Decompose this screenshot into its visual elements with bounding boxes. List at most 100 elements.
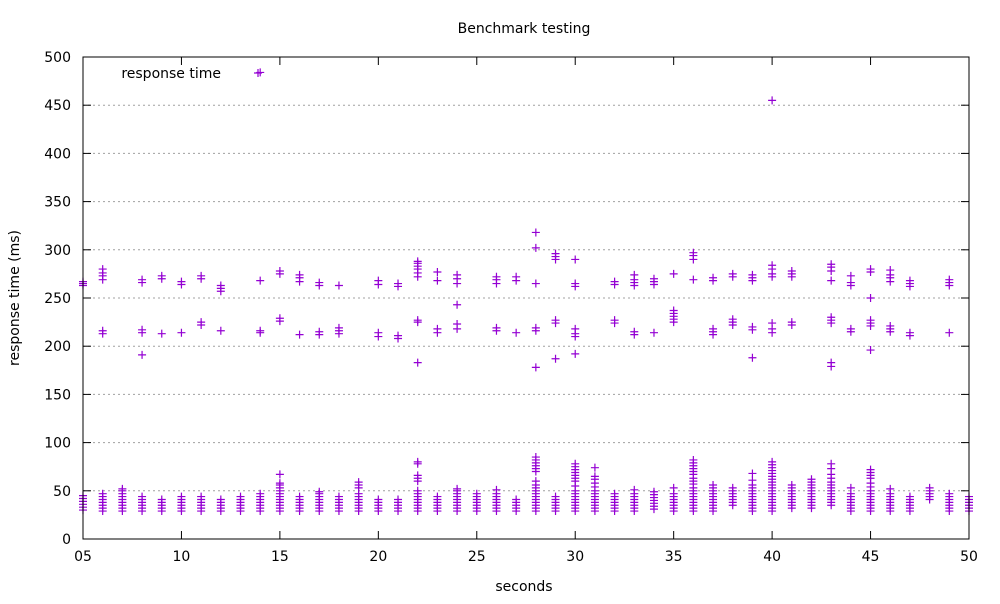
data-point bbox=[787, 318, 796, 327]
data-point bbox=[177, 328, 186, 337]
data-point bbox=[295, 492, 304, 501]
data-point bbox=[709, 481, 718, 490]
data-point bbox=[492, 323, 501, 332]
x-axis-label: seconds bbox=[495, 579, 552, 595]
data-point bbox=[905, 492, 914, 501]
data-point bbox=[275, 267, 284, 276]
data-point bbox=[413, 257, 422, 266]
data-point bbox=[866, 465, 875, 474]
data-point bbox=[827, 358, 836, 367]
data-point bbox=[866, 265, 875, 274]
y-tick-label: 150 bbox=[44, 387, 71, 403]
data-point bbox=[905, 328, 914, 337]
x-tick-label: 30 bbox=[566, 549, 584, 565]
data-point bbox=[413, 486, 422, 495]
data-point bbox=[98, 489, 107, 498]
data-point bbox=[512, 328, 521, 337]
data-point bbox=[866, 294, 875, 302]
data-point bbox=[709, 273, 718, 282]
data-point bbox=[354, 478, 363, 487]
data-point bbox=[413, 471, 422, 480]
data-point bbox=[630, 485, 639, 494]
data-point bbox=[846, 271, 855, 280]
data-point bbox=[334, 492, 343, 501]
data-point bbox=[689, 455, 698, 464]
data-point bbox=[846, 483, 855, 492]
data-point bbox=[394, 331, 403, 340]
data-point bbox=[610, 277, 619, 286]
data-point bbox=[197, 318, 206, 327]
data-point bbox=[472, 489, 481, 498]
data-point bbox=[394, 495, 403, 504]
data-point bbox=[886, 266, 895, 275]
data-point bbox=[216, 495, 225, 504]
data-point bbox=[157, 495, 166, 504]
data-point bbox=[275, 314, 284, 323]
data-point bbox=[787, 267, 796, 276]
data-point bbox=[433, 492, 442, 501]
data-point bbox=[315, 278, 324, 287]
data-point bbox=[453, 300, 462, 309]
data-point bbox=[177, 492, 186, 501]
data-point bbox=[748, 469, 757, 478]
data-point bbox=[630, 270, 639, 279]
y-tick-label: 100 bbox=[44, 436, 71, 452]
data-point bbox=[827, 260, 836, 269]
data-point bbox=[846, 278, 855, 287]
y-tick-label: 400 bbox=[44, 146, 71, 162]
data-point bbox=[905, 276, 914, 285]
data-point bbox=[256, 276, 265, 285]
data-point bbox=[531, 323, 540, 332]
grid-lines bbox=[83, 104, 969, 492]
data-point bbox=[590, 472, 599, 481]
y-tick-label: 350 bbox=[44, 195, 71, 211]
data-point bbox=[216, 326, 225, 335]
y-tick-label: 300 bbox=[44, 243, 71, 259]
data-point bbox=[138, 275, 147, 284]
x-tick-label: 10 bbox=[173, 549, 191, 565]
data-point bbox=[531, 453, 540, 462]
data-point bbox=[531, 477, 540, 486]
data-point bbox=[768, 457, 777, 466]
data-point bbox=[827, 276, 836, 285]
data-point bbox=[886, 321, 895, 330]
data-point bbox=[453, 320, 462, 329]
data-point bbox=[531, 363, 540, 372]
x-tick-label: 45 bbox=[862, 549, 880, 565]
data-point bbox=[394, 279, 403, 288]
data-point bbox=[827, 313, 836, 322]
data-point bbox=[275, 479, 284, 488]
data-point bbox=[827, 459, 836, 468]
data-point bbox=[748, 353, 757, 362]
data-point bbox=[98, 326, 107, 335]
data-point bbox=[925, 483, 934, 492]
data-point bbox=[649, 274, 658, 283]
data-point bbox=[295, 270, 304, 279]
data-point bbox=[768, 319, 777, 328]
data-point bbox=[413, 316, 422, 325]
y-tick-label: 500 bbox=[44, 50, 71, 66]
data-point bbox=[709, 324, 718, 333]
data-point bbox=[138, 325, 147, 334]
data-point bbox=[374, 328, 383, 337]
data-point bbox=[768, 96, 777, 105]
data-point bbox=[945, 275, 954, 284]
data-point bbox=[433, 267, 442, 276]
data-point bbox=[551, 249, 560, 258]
plot-frame bbox=[82, 56, 970, 540]
data-point bbox=[748, 476, 757, 485]
data-point bbox=[315, 327, 324, 336]
data-point bbox=[649, 328, 658, 337]
legend-marker-plus bbox=[254, 69, 262, 77]
data-point bbox=[886, 484, 895, 493]
data-point bbox=[728, 483, 737, 492]
data-point bbox=[531, 228, 540, 237]
data-point bbox=[138, 492, 147, 501]
chart-title: Benchmark testing bbox=[458, 21, 591, 37]
data-point bbox=[846, 324, 855, 333]
data-point bbox=[610, 316, 619, 325]
data-point bbox=[590, 463, 599, 472]
data-point bbox=[610, 489, 619, 498]
x-tick-label: 40 bbox=[763, 549, 781, 565]
data-point bbox=[689, 275, 698, 284]
